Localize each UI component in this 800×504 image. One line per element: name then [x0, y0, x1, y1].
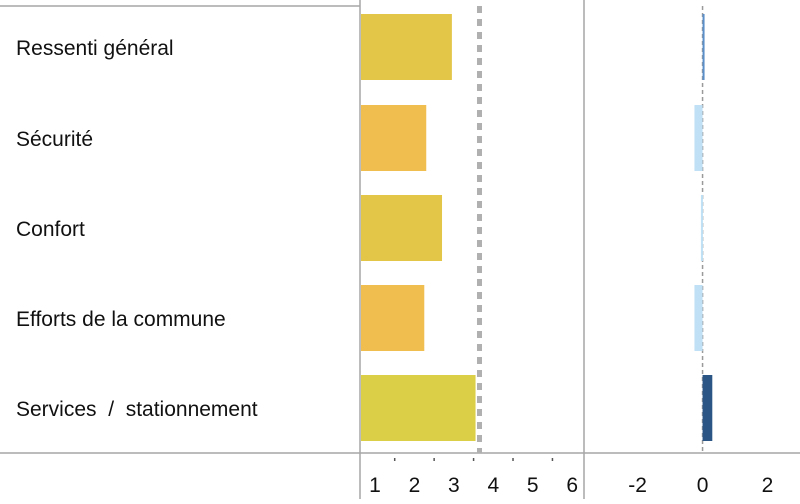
- category-label: Ressenti général: [16, 37, 174, 60]
- x-tick-label: 4: [487, 474, 499, 497]
- score-bar: [361, 285, 425, 351]
- difference-bar: [694, 105, 703, 171]
- difference-bar: [702, 375, 713, 441]
- category-label: Confort: [16, 218, 85, 241]
- x-tick-label: 6: [566, 474, 578, 497]
- difference-bar: [700, 195, 703, 261]
- score-bar: [361, 105, 427, 171]
- x-tick-label: 2: [762, 474, 774, 497]
- score-bar: [361, 195, 443, 261]
- x-tick-label: 5: [527, 474, 539, 497]
- x-tick-label: -2: [628, 474, 647, 497]
- x-tick-label: 1: [369, 474, 381, 497]
- category-label: Sécurité: [16, 128, 93, 151]
- x-tick-label: 3: [448, 474, 460, 497]
- difference-bar: [694, 285, 703, 351]
- category-label: Services / stationnement: [16, 398, 258, 421]
- score-bar: [361, 375, 476, 441]
- x-tick-label: 2: [409, 474, 421, 497]
- category-label: Efforts de la commune: [16, 308, 226, 331]
- score-bar: [361, 14, 452, 80]
- x-tick-label: 0: [697, 474, 709, 497]
- difference-bar: [702, 14, 705, 80]
